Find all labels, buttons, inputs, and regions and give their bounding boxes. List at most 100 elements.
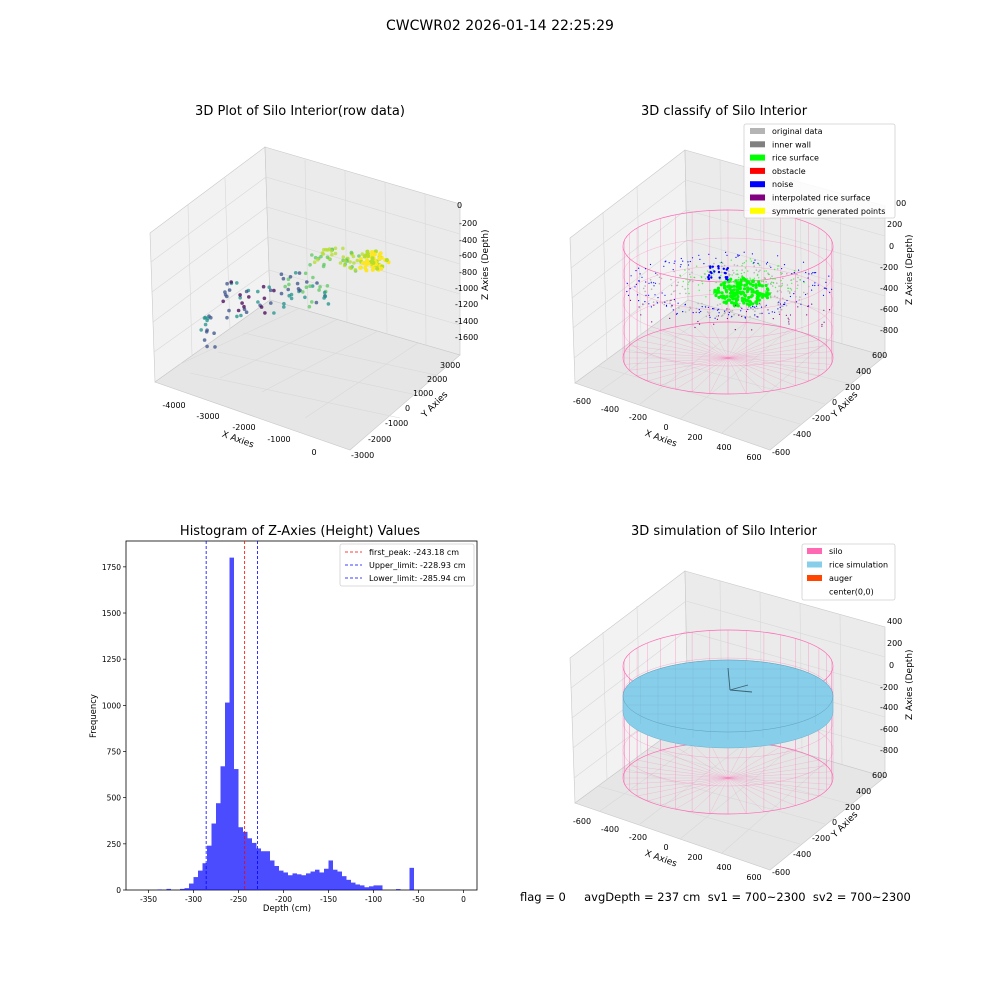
p2-point-noise xyxy=(656,302,659,304)
p2-legend-swatch xyxy=(750,154,765,161)
p2-point-interpolated xyxy=(767,309,769,311)
p2-point-interpolated xyxy=(751,329,753,331)
x-tick-label: -250 xyxy=(230,895,247,904)
p2-point-rice xyxy=(684,269,686,271)
p2-point-noise xyxy=(672,269,674,271)
p1-point xyxy=(262,296,267,301)
p2-point-original xyxy=(649,279,652,281)
p2-point-noise xyxy=(811,273,813,275)
p2-point-original xyxy=(695,307,698,310)
p1-point xyxy=(225,281,229,286)
p2-point-interpolated xyxy=(726,308,728,310)
p2-point-noise xyxy=(753,261,755,264)
p2-point-original xyxy=(797,284,799,287)
x-tick-label: 0 xyxy=(461,895,466,904)
p1-point xyxy=(377,256,382,261)
p1-point xyxy=(225,315,229,320)
p1-point xyxy=(325,248,330,252)
p2-point-noise xyxy=(644,268,647,270)
histogram-axes xyxy=(125,540,478,891)
p2-point-original xyxy=(782,305,784,308)
silo-floor-spoke xyxy=(727,351,832,359)
p2-point-noise xyxy=(822,294,825,296)
p2-point-interpolated xyxy=(797,306,799,308)
p1-point xyxy=(365,249,370,254)
p3-ylabel: Frequency xyxy=(89,694,99,738)
p2-point-noise xyxy=(707,276,710,279)
p4-z-tick-6: -600 xyxy=(880,725,898,734)
p2-point-rice xyxy=(725,294,729,299)
p2-point-noise xyxy=(800,303,802,305)
p2-point-noise xyxy=(735,256,737,258)
p2-point-original xyxy=(688,309,691,311)
p2-point-interpolated xyxy=(787,317,789,319)
p2-point-interpolated xyxy=(716,318,719,320)
p2-point-rice xyxy=(729,291,733,295)
p2-point-rice xyxy=(772,278,774,280)
y-tick-label: 750 xyxy=(107,748,122,757)
p1-point xyxy=(363,265,368,270)
p2-point-noise xyxy=(757,316,759,318)
p2-point-rice xyxy=(731,274,733,276)
p2-point-rice xyxy=(745,290,749,294)
p1-point xyxy=(255,289,260,294)
p2-point-rice xyxy=(747,295,751,300)
p2-point-original xyxy=(782,277,784,280)
panel1-title: 3D Plot of Silo Interior(row data) xyxy=(195,104,405,119)
p2-point-rice xyxy=(732,284,736,288)
y-tick-label: 250 xyxy=(107,840,122,849)
p2-point-noise xyxy=(650,282,652,284)
p2-point-rice xyxy=(780,279,782,282)
p4-legend-label: silo xyxy=(829,547,843,556)
p2-point-noise xyxy=(714,317,716,319)
x-tick-label: -150 xyxy=(320,895,337,904)
p1-point xyxy=(256,300,260,304)
p2-point-noise xyxy=(738,254,740,256)
p2-point-rice xyxy=(741,276,746,280)
p2-point-interpolated xyxy=(694,326,696,329)
silo-floor-spoke xyxy=(675,326,729,359)
p2-z-tick-partial: 00 xyxy=(896,199,906,208)
p2-point-rice xyxy=(757,291,762,295)
p2-point-rice xyxy=(766,288,770,292)
p2-point-original xyxy=(658,282,661,285)
p4-y-tick-7: 600 xyxy=(872,771,887,780)
p2-point-original xyxy=(799,296,801,298)
p2-point-original xyxy=(794,290,796,293)
p2-point-original xyxy=(776,282,778,285)
p1-xlabel: X Axies xyxy=(220,430,255,451)
p2-point-noise xyxy=(718,276,721,279)
p2-point-noise xyxy=(715,257,717,259)
histogram-bar xyxy=(355,884,360,890)
p2-point-rice xyxy=(767,292,771,296)
silo-floor-spoke xyxy=(675,777,729,810)
p4-y-tick-2: -400 xyxy=(793,850,811,859)
p2-point-interpolated xyxy=(821,323,823,326)
p2-point-rice xyxy=(741,265,743,267)
p2-zlabel: Z Axies (Depth) xyxy=(905,234,915,305)
p1-point xyxy=(289,296,294,301)
p2-point-noise xyxy=(648,303,650,305)
p2-point-noise xyxy=(709,266,712,269)
panel1-scatter-points xyxy=(199,246,391,349)
p1-x-tick-5: 0 xyxy=(311,448,316,457)
p2-legend-label: rice surface xyxy=(772,154,819,163)
p2-point-interpolated xyxy=(638,306,640,308)
histogram-bar xyxy=(351,882,356,890)
p2-point-noise xyxy=(707,306,710,308)
p2-point-noise xyxy=(691,257,694,259)
histogram-bar xyxy=(310,871,315,890)
p2-point-rice xyxy=(754,283,758,287)
p2-point-rice xyxy=(736,304,740,308)
p2-point-rice xyxy=(732,291,736,295)
p1-point xyxy=(366,261,371,266)
histogram-bar xyxy=(364,887,369,890)
histogram-ticks: -350 -300 -250 -200 -150 -100 -50 0 0 250 500 750 10… xyxy=(102,563,466,904)
p2-point-interpolated xyxy=(821,325,823,327)
p2-point-original xyxy=(650,288,653,291)
p2-point-original xyxy=(706,311,709,313)
p2-point-original xyxy=(713,262,715,265)
p1-point xyxy=(307,304,312,309)
p2-point-noise xyxy=(770,266,772,268)
p2-point-rice xyxy=(734,299,739,303)
